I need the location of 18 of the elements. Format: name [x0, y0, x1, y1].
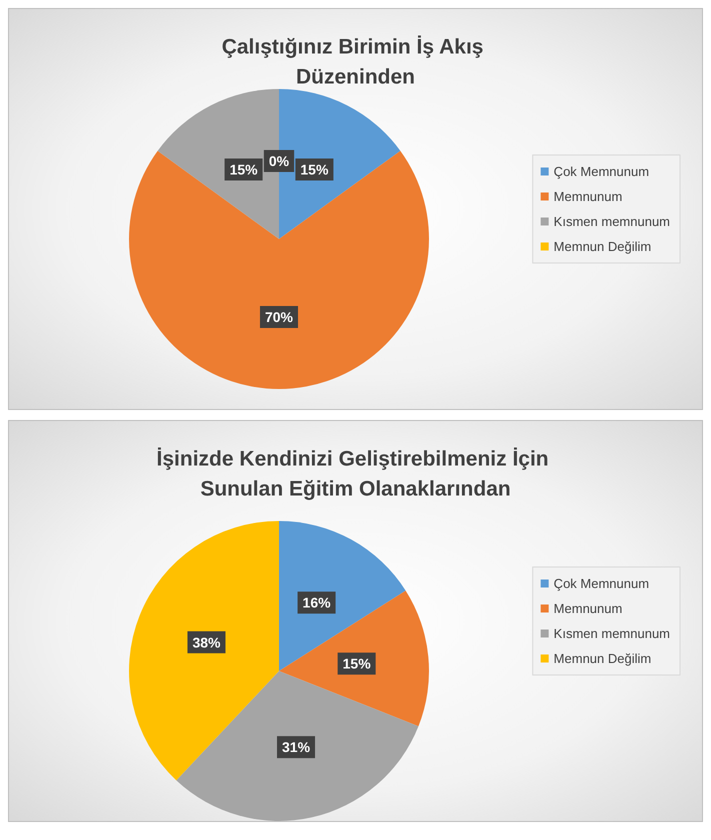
legend-label: Memnun Değilim [554, 651, 652, 666]
data-label: 38% [192, 634, 222, 650]
data-label: 15% [300, 162, 329, 178]
chart-title: Çalıştığınız Birimin İş Akış Düzeninden [222, 36, 490, 88]
legend-label: Çok Memnunum [554, 576, 650, 591]
legend-label: Memnun Değilim [554, 239, 652, 254]
data-label: 15% [230, 162, 258, 178]
data-label: 70% [264, 309, 294, 325]
data-label: 16% [302, 594, 332, 611]
text: 0% [268, 153, 290, 169]
legend-label: Kısmen memnunum [554, 214, 670, 229]
legend-label: Memnunum [554, 601, 622, 616]
legend-label: Çok Memnunum [554, 164, 650, 179]
data-label: 15% [342, 656, 372, 672]
chart-title: İşinizde Kendinizi Geliştirebilmeniz İçin Sunulan Eğitim Olanaklarından [156, 448, 554, 500]
data-label: 31% [282, 739, 311, 756]
legend-label: Memnunum [554, 189, 622, 204]
legend-label: Kısmen memnunum [554, 626, 670, 641]
